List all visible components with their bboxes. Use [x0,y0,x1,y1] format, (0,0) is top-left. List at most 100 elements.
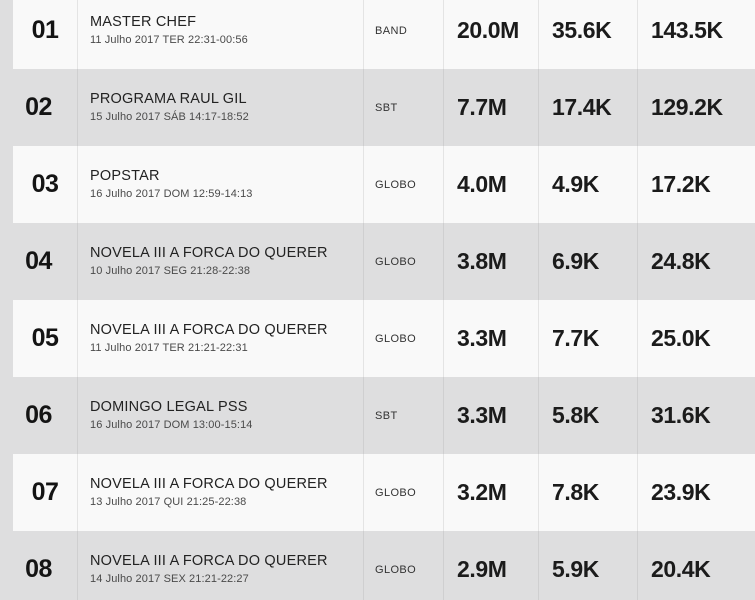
program-airdate: 10 Julho 2017 SEG 21:28-22:38 [90,264,251,277]
rank-value: 07 [31,478,59,506]
metric-1-cell: 7.7M [443,69,538,146]
metric-3-cell: 25.0K [637,300,755,377]
channel-cell: GLOBO [363,146,443,223]
metric-2-cell: 5.9K [538,531,637,600]
metric-2-cell: 7.7K [538,300,637,377]
rank-cell: 01 [13,0,77,69]
rank-value: 05 [31,324,59,352]
metric-3-cell: 23.9K [637,454,755,531]
metric-3-cell: 17.2K [637,146,755,223]
metric-1-value: 7.7M [457,94,507,120]
metric-1-cell: 2.9M [443,531,538,600]
program-cell[interactable]: POPSTAR 16 Julho 2017 DOM 12:59-14:13 [77,146,363,223]
metric-1-value: 20.0M [457,17,519,43]
rank-value: 03 [31,170,59,198]
program-cell[interactable]: NOVELA III A FORCA DO QUERER 10 Julho 201… [77,223,363,300]
program-title: NOVELA III A FORCA DO QUERER [90,475,328,492]
channel-name: BAND [375,24,408,37]
program-airdate: 11 Julho 2017 TER 21:21-22:31 [90,341,248,354]
table-row[interactable]: 04 NOVELA III A FORCA DO QUERER 10 Julho 2… [0,223,755,300]
program-cell[interactable]: MASTER CHEF 11 Julho 2017 TER 22:31-00:56 [77,0,363,69]
channel-name: GLOBO [375,255,417,268]
metric-1-value: 4.0M [457,171,507,197]
metric-3-cell: 20.4K [637,531,755,600]
table-row[interactable]: 05 NOVELA III A FORCA DO QUERER 11 Julho 2… [13,300,755,377]
program-cell[interactable]: NOVELA III A FORCA DO QUERER 13 Julho 201… [77,454,363,531]
metric-2-value: 6.9K [552,248,599,274]
program-cell[interactable]: DOMINGO LEGAL PSS 16 Julho 2017 DOM 13:00… [77,377,363,454]
metric-3-value: 20.4K [651,556,711,582]
metric-2-cell: 4.9K [538,146,637,223]
metric-3-value: 143.5K [651,17,723,43]
channel-name: GLOBO [375,486,417,499]
metric-2-cell: 17.4K [538,69,637,146]
channel-cell: GLOBO [363,223,443,300]
table-row[interactable]: 08 NOVELA III A FORCA DO QUERER 14 Julho 2… [0,531,755,600]
table-row[interactable]: 06 DOMINGO LEGAL PSS 16 Julho 2017 DOM 13:… [0,377,755,454]
metric-2-cell: 5.8K [538,377,637,454]
rank-value: 04 [25,247,52,275]
channel-name: GLOBO [375,563,417,576]
metric-1-cell: 3.2M [443,454,538,531]
rank-value: 01 [31,16,59,44]
rank-cell: 03 [13,146,77,223]
program-title: NOVELA III A FORCA DO QUERER [90,321,328,338]
metric-3-cell: 31.6K [637,377,755,454]
rank-value: 06 [25,401,52,429]
metric-1-cell: 3.3M [443,300,538,377]
channel-cell: BAND [363,0,443,69]
rank-cell: 07 [13,454,77,531]
program-airdate: 13 Julho 2017 QUI 21:25-22:38 [90,495,247,508]
metric-1-cell: 3.3M [443,377,538,454]
channel-cell: GLOBO [363,454,443,531]
metric-2-cell: 6.9K [538,223,637,300]
program-title: MASTER CHEF [90,13,197,30]
metric-2-value: 17.4K [552,94,612,120]
metric-3-value: 25.0K [651,325,711,351]
channel-name: SBT [375,409,398,422]
metric-1-cell: 20.0M [443,0,538,69]
table-row[interactable]: 07 NOVELA III A FORCA DO QUERER 13 Julho 2… [13,454,755,531]
channel-name: GLOBO [375,178,417,191]
table-row[interactable]: 01 MASTER CHEF 11 Julho 2017 TER 22:31-00:… [13,0,755,69]
program-airdate: 11 Julho 2017 TER 22:31-00:56 [90,33,248,46]
metric-3-cell: 143.5K [637,0,755,69]
program-airdate: 15 Julho 2017 SÁB 14:17-18:52 [90,110,249,123]
channel-name: SBT [375,101,398,114]
metric-3-value: 23.9K [651,479,711,505]
program-cell[interactable]: NOVELA III A FORCA DO QUERER 14 Julho 201… [77,531,363,600]
program-airdate: 16 Julho 2017 DOM 12:59-14:13 [90,187,253,200]
metric-3-value: 17.2K [651,171,711,197]
table-row[interactable]: 02 PROGRAMA RAUL GIL 15 Julho 2017 SÁB 14:… [0,69,755,146]
metric-1-value: 3.2M [457,479,507,505]
program-title: PROGRAMA RAUL GIL [90,90,247,107]
table-row[interactable]: 03 POPSTAR 16 Julho 2017 DOM 12:59-14:13 GL… [13,146,755,223]
program-title: POPSTAR [90,167,160,184]
metric-2-cell: 7.8K [538,454,637,531]
metric-3-value: 31.6K [651,402,711,428]
program-title: DOMINGO LEGAL PSS [90,398,248,415]
channel-cell: GLOBO [363,531,443,600]
program-cell[interactable]: NOVELA III A FORCA DO QUERER 11 Julho 201… [77,300,363,377]
metric-2-cell: 35.6K [538,0,637,69]
rank-cell: 02 [0,69,77,146]
metric-1-value: 2.9M [457,556,507,582]
metric-1-cell: 3.8M [443,223,538,300]
rank-cell: 05 [13,300,77,377]
program-title: NOVELA III A FORCA DO QUERER [90,552,328,569]
metric-3-value: 24.8K [651,248,711,274]
metric-1-value: 3.8M [457,248,507,274]
metric-2-value: 7.8K [552,479,599,505]
program-cell[interactable]: PROGRAMA RAUL GIL 15 Julho 2017 SÁB 14:17… [77,69,363,146]
channel-cell: SBT [363,377,443,454]
rank-cell: 06 [0,377,77,454]
metric-1-value: 3.3M [457,402,507,428]
channel-cell: GLOBO [363,300,443,377]
rank-value: 08 [25,555,52,583]
channel-name: GLOBO [375,332,417,345]
metric-3-cell: 129.2K [637,69,755,146]
channel-cell: SBT [363,69,443,146]
program-airdate: 14 Julho 2017 SEX 21:21-22:27 [90,572,249,585]
metric-1-value: 3.3M [457,325,507,351]
